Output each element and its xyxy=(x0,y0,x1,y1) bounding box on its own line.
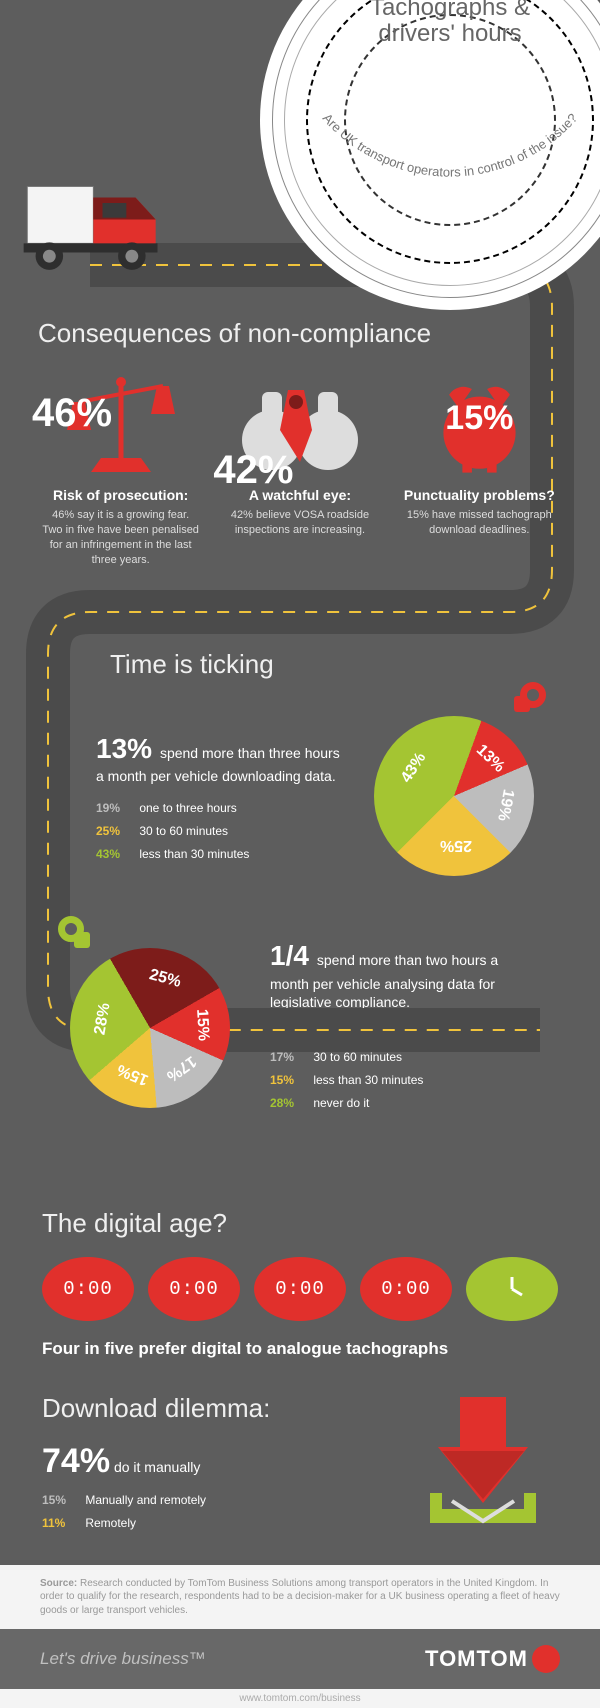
header-section: Tachographs & drivers' hours Are UK tran… xyxy=(0,0,600,280)
digital-line: Four in five prefer digital to analogue … xyxy=(42,1339,558,1359)
time-heading: Time is ticking xyxy=(110,649,554,680)
consequences-heading: Consequences of non-compliance xyxy=(38,318,562,349)
tagline: Let's drive business™ xyxy=(40,1649,206,1669)
chart2-lead: 1/4 spend more than two hours a month pe… xyxy=(270,938,524,1011)
download-arrow-icon xyxy=(408,1393,558,1533)
title-line2: drivers' hours xyxy=(260,21,600,47)
tomtom-logo: TOMTOM xyxy=(425,1645,560,1673)
digital-section: The digital age? 0:00 0:00 0:00 0:00 Fou… xyxy=(0,1190,600,1387)
download-heading: Download dilemma: xyxy=(42,1393,378,1424)
chart2-legend: 15% one to three hours17% 30 to 60 minut… xyxy=(270,1023,524,1114)
clock-row: 0:00 0:00 0:00 0:00 xyxy=(42,1257,558,1321)
analogue-clock-icon xyxy=(466,1257,558,1321)
truck-icon xyxy=(22,170,172,280)
digital-clock-icon: 0:00 xyxy=(254,1257,346,1321)
pie-chart-1: 13%19%25%43% xyxy=(374,698,554,898)
chart1-legend: 19% one to three hours25% 30 to 60 minut… xyxy=(96,797,344,865)
digital-clock-icon: 0:00 xyxy=(360,1257,452,1321)
title-line1: Tachographs & xyxy=(260,0,600,21)
digital-heading: The digital age? xyxy=(42,1208,558,1239)
svg-text:Are UK transport operators in: Are UK transport operators in control of… xyxy=(320,110,580,179)
download-legend: 15% Manually and remotely11% Remotely xyxy=(42,1489,378,1535)
digital-clock-icon: 0:00 xyxy=(42,1257,134,1321)
footer-url: www.tomtom.com/business xyxy=(0,1689,600,1708)
download-lead: 74% do it manually xyxy=(42,1442,378,1481)
stat-punctuality: 15% Punctuality problems? 15% have misse… xyxy=(397,367,562,567)
download-section: Download dilemma: 74% do it manually 15%… xyxy=(0,1387,600,1565)
time-section: Time is ticking 13% spend more than thre… xyxy=(0,625,600,1164)
digital-clock-icon: 0:00 xyxy=(148,1257,240,1321)
pie-chart-2: 25%15%17%15%28% xyxy=(60,926,240,1126)
tachograph-dial: Tachographs & drivers' hours Are UK tran… xyxy=(260,0,600,310)
infographic-root: Tachographs & drivers' hours Are UK tran… xyxy=(0,0,600,1565)
stat-prosecution: 46% Risk of prosecution: 46% say it is a… xyxy=(38,367,203,567)
source-text: Source: Research conducted by TomTom Bus… xyxy=(0,1565,600,1630)
chart1-lead: 13% spend more than three hours a month … xyxy=(96,731,344,786)
footer: Let's drive business™ TOMTOM xyxy=(0,1629,600,1689)
consequences-section: Consequences of non-compliance 46% Risk … xyxy=(0,280,600,581)
stat-watchful: 42% A watchful eye: 42% believe VOSA roa… xyxy=(217,367,382,567)
